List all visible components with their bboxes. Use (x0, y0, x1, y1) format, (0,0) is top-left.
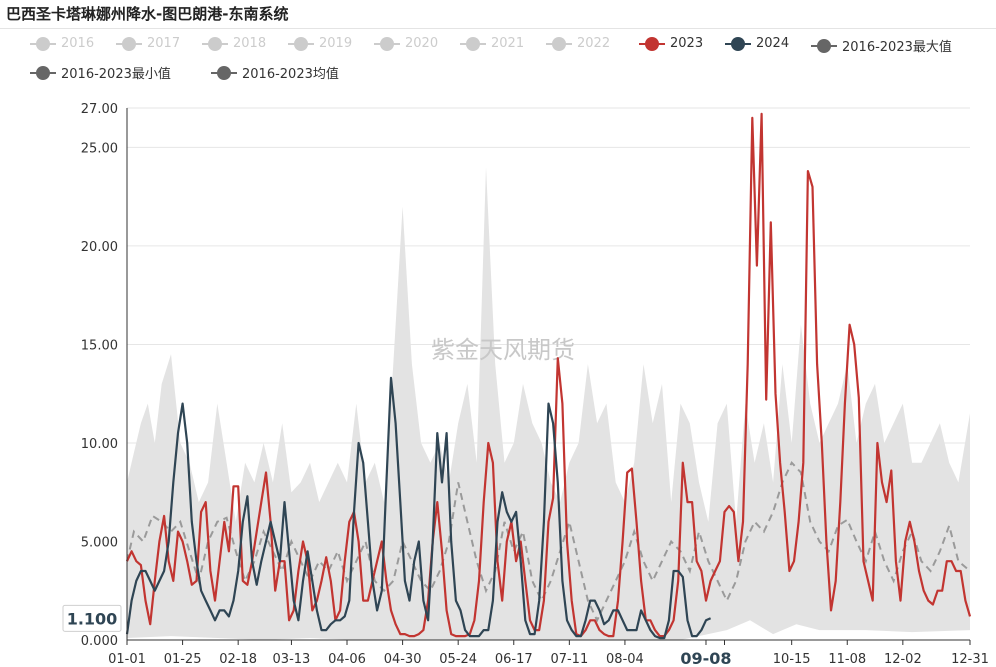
axis-pointer-x-label: 09-08 (680, 649, 731, 667)
legend-item-2[interactable]: 2018 (202, 36, 266, 51)
legend-label: 2019 (319, 36, 353, 51)
y-tick-label: 15.00 (81, 338, 118, 353)
legend-item-4[interactable]: 2020 (374, 36, 438, 51)
series-band-max-min (127, 167, 970, 640)
legend-swatch-icon (288, 36, 314, 51)
legend-label: 2016-2023最大值 (842, 40, 952, 55)
legend-label: 2018 (233, 36, 267, 51)
legend-swatch-icon (546, 36, 572, 51)
y-tick-label: 10.00 (81, 437, 118, 452)
x-tick-label: 01-25 (164, 652, 202, 667)
axis-pointer-y-box (62, 604, 122, 632)
x-tick-label: 04-06 (328, 652, 366, 667)
legend-label: 2020 (405, 36, 439, 51)
legend-label: 2024 (756, 36, 790, 51)
legend-item-8[interactable]: 2024 (725, 36, 789, 51)
axis-pointer-y-label: 1.100 (67, 609, 118, 628)
legend-swatch-icon (211, 65, 237, 80)
x-tick-label: 06-17 (495, 652, 533, 667)
legend-swatch-icon (460, 36, 486, 51)
legend-item-3[interactable]: 2019 (288, 36, 352, 51)
x-tick-label: 01-01 (108, 652, 146, 667)
y-tick-label: 5.000 (81, 535, 118, 550)
x-tick-label: 12-02 (884, 652, 922, 667)
legend-swatch-icon (116, 36, 142, 51)
legend-swatch-icon (30, 65, 56, 80)
legend-label: 2022 (577, 36, 611, 51)
series-line-2024 (125, 376, 712, 640)
y-tick-label: 25.00 (81, 141, 118, 156)
x-tick-label: 02-18 (219, 652, 257, 667)
x-tick-label: 05-24 (439, 652, 477, 667)
y-tick-label: 27.00 (81, 102, 118, 117)
legend-label: 2016 (61, 36, 95, 51)
legend-swatch-icon (202, 36, 228, 51)
x-tick-label: 08-04 (606, 652, 644, 667)
legend-label: 2023 (670, 36, 704, 51)
x-tick-label: 07-11 (550, 652, 588, 667)
x-tick-label: 10-15 (773, 652, 811, 667)
legend-label: 2016-2023最小值 (61, 67, 171, 82)
legend-swatch-icon (811, 38, 837, 53)
x-tick-label: 03-13 (273, 652, 311, 667)
legend-label: 2017 (147, 36, 181, 51)
legend-item-6[interactable]: 2022 (546, 36, 610, 51)
x-tick-label: 11-08 (828, 652, 866, 667)
legend-item-9[interactable]: 2016-2023最大值 (811, 36, 952, 55)
legend-swatch-icon (374, 36, 400, 51)
legend-swatch-icon (639, 36, 665, 51)
legend-label: 2016-2023均值 (242, 67, 339, 82)
y-tick-label: 0.000 (81, 634, 118, 649)
legend-item-11[interactable]: 2016-2023均值 (211, 63, 339, 82)
x-tick-label: 04-30 (384, 652, 422, 667)
y-tick-label: 20.00 (81, 240, 118, 255)
legend-swatch-icon (30, 36, 56, 51)
legend-item-10[interactable]: 2016-2023最小值 (30, 63, 171, 82)
legend-item-0[interactable]: 2016 (30, 36, 94, 51)
chart-title: 巴西圣卡塔琳娜州降水-图巴朗港-东南系统 (6, 5, 289, 23)
legend-item-5[interactable]: 2021 (460, 36, 524, 51)
legend-label: 2021 (491, 36, 525, 51)
title-divider (0, 28, 996, 29)
legend-swatch-icon (725, 36, 751, 51)
x-tick-label: 12-31 (951, 652, 989, 667)
series-line-2023 (126, 112, 972, 638)
watermark: 紫金天风期货 (431, 336, 575, 364)
legend-item-1[interactable]: 2017 (116, 36, 180, 51)
axis-pointer-x-box (677, 645, 734, 667)
legend-item-7[interactable]: 2023 (639, 36, 703, 51)
